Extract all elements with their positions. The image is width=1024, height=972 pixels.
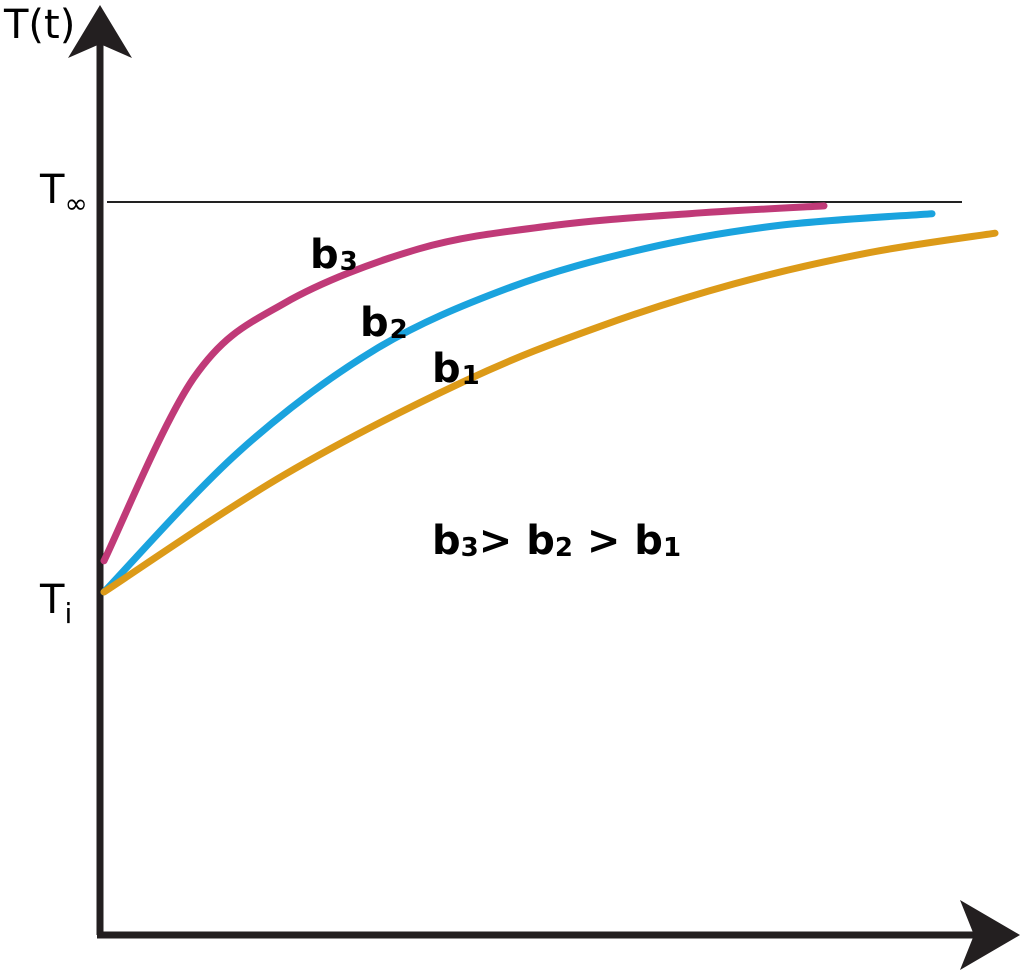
y-tick-t-i: Ti — [39, 577, 72, 630]
y-tick-t-infinity: T∞ — [39, 167, 88, 220]
series-label-b3: b3 — [310, 232, 358, 278]
ordering-annotation: b3> b2 > b1 — [432, 518, 681, 564]
x-axis-arrowhead — [960, 900, 1020, 970]
series-line-b3 — [100, 202, 828, 565]
series-line-b1 — [100, 229, 999, 596]
series-layer — [100, 202, 999, 596]
series-label-b2: b2 — [360, 300, 408, 346]
y-axis-label: T(t) — [3, 2, 75, 48]
series-line-b2 — [100, 210, 936, 596]
y-axis-arrowhead — [68, 5, 132, 58]
series-label-b1: b1 — [432, 346, 480, 392]
